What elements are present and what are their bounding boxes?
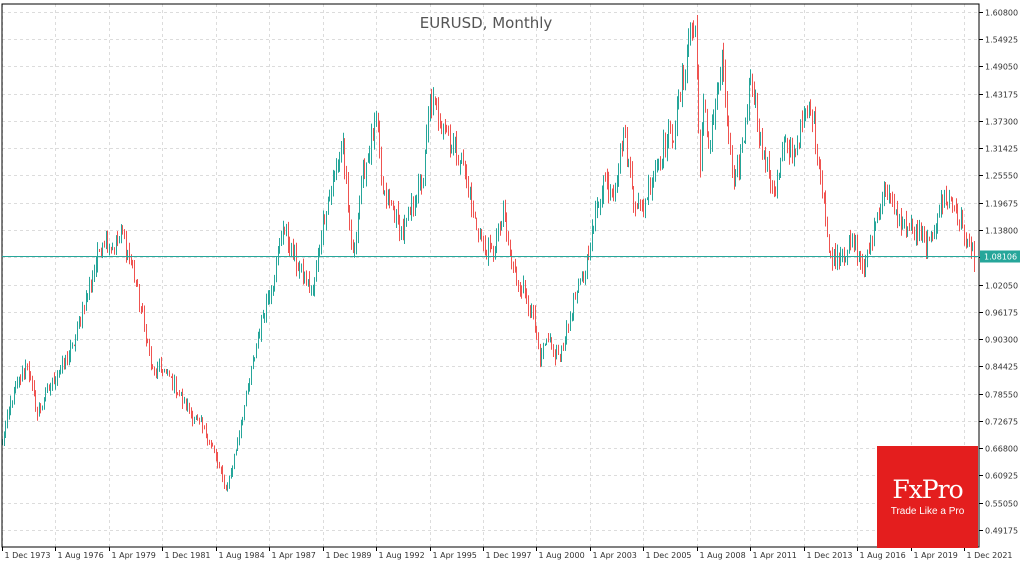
x-tick-label: 1 Aug 1976 (58, 551, 104, 560)
y-tick-label: 1.02050 (985, 282, 1018, 291)
logo-tagline: Trade Like a Pro (890, 506, 965, 517)
y-tick-label: 1.37300 (985, 118, 1018, 127)
fxpro-logo: FxPro Trade Like a Pro (877, 446, 978, 548)
current-price-label: 1.08106 (984, 253, 1017, 262)
y-tick-label: 0.55050 (985, 500, 1018, 509)
plot-frame (1, 3, 980, 548)
y-tick-label: 1.13800 (985, 227, 1018, 236)
x-tick-label: 1 Apr 1987 (272, 551, 316, 560)
y-tick-label: 1.60800 (985, 9, 1018, 18)
x-tick-label: 1 Aug 1984 (219, 551, 265, 560)
y-tick-label: 1.19675 (985, 200, 1018, 209)
x-tick-label: 1 Dec 1989 (326, 551, 372, 560)
y-tick-label: 0.72675 (985, 418, 1018, 427)
current-price-tag (980, 250, 1020, 263)
x-tick-label: 1 Dec 1997 (486, 551, 532, 560)
grid-layer (2, 4, 979, 547)
x-tick-label: 1 Dec 2005 (646, 551, 692, 560)
x-tick-label: 1 Apr 2019 (914, 551, 958, 560)
x-tick-label: 1 Apr 1979 (112, 551, 156, 560)
chart-title: EURUSD, Monthly (420, 14, 553, 32)
x-tick-label: 1 Aug 2008 (700, 551, 746, 560)
logo-name: FxPro (892, 475, 963, 504)
y-tick-label: 0.66800 (985, 445, 1018, 454)
y-tick-label: 0.60925 (985, 472, 1018, 481)
axis-layer: 1.60800 1.54925 1.49050 1.43175 1.37300 1.314… (1, 3, 1020, 560)
y-tick-label: 1.54925 (985, 36, 1018, 45)
x-tick-label: 1 Aug 2016 (860, 551, 906, 560)
y-tick-label: 0.90300 (985, 336, 1018, 345)
candle-layer (2, 14, 975, 492)
y-tick-label: 0.78550 (985, 391, 1018, 400)
x-tick-label: 1 Dec 1973 (5, 551, 51, 560)
x-tick-label: 1 Apr 2011 (753, 551, 797, 560)
y-tick-label: 0.49175 (985, 527, 1018, 536)
x-tick-label: 1 Dec 2021 (967, 551, 1013, 560)
x-tick-label: 1 Aug 2000 (539, 551, 585, 560)
y-tick-label: 1.49050 (985, 63, 1018, 72)
y-tick-label: 1.43175 (985, 91, 1018, 100)
x-tick-label: 1 Apr 1995 (433, 551, 477, 560)
x-tick-label: 1 Aug 1992 (379, 551, 425, 560)
y-tick-label: 1.25550 (985, 172, 1018, 181)
y-tick-label: 0.96175 (985, 309, 1018, 318)
y-tick-label: 0.84425 (985, 363, 1018, 372)
x-tick-label: 1 Dec 1981 (165, 551, 211, 560)
y-tick-label: 1.31425 (985, 145, 1018, 154)
x-tick-label: 1 Apr 2003 (593, 551, 637, 560)
x-tick-label: 1 Dec 2013 (807, 551, 853, 560)
